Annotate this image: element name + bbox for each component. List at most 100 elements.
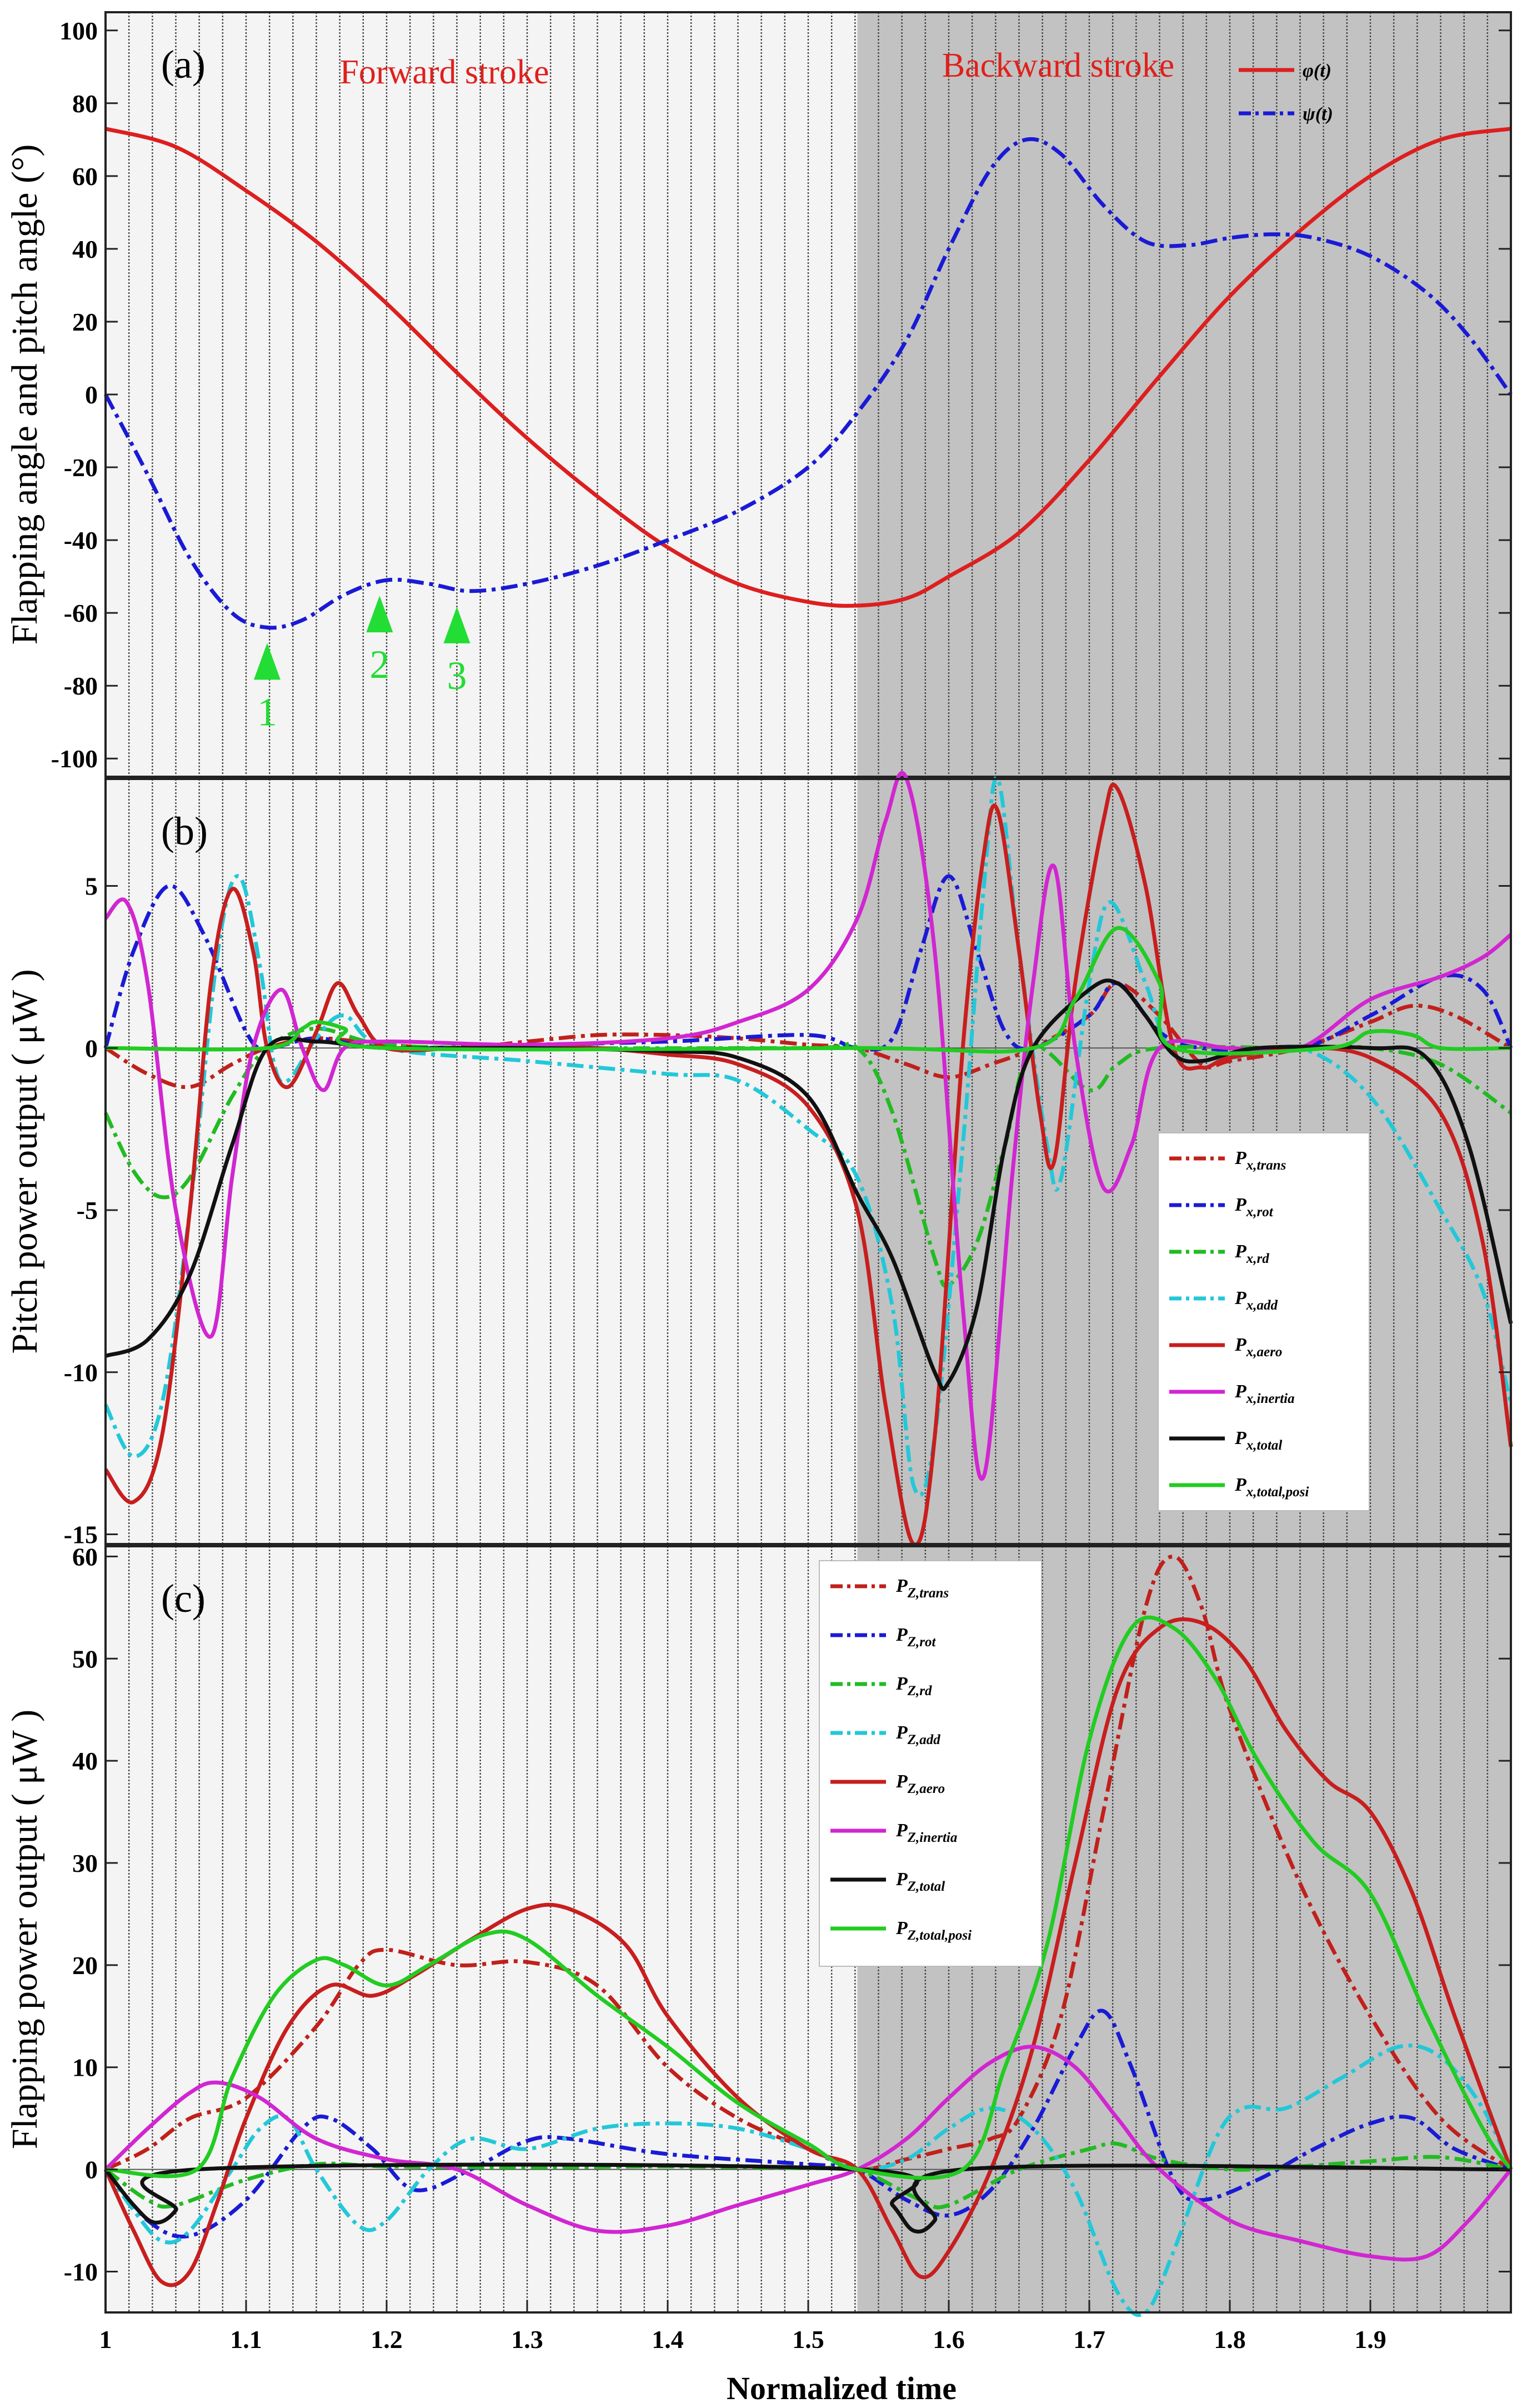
legend-main: P <box>1234 1288 1246 1308</box>
legend-subscript: Z,add <box>907 1732 941 1747</box>
x-tick-label: 1.3 <box>511 2325 543 2354</box>
legend-label: Px,rd <box>1234 1241 1269 1266</box>
legend-label: φ(t) <box>1303 61 1331 81</box>
series-px-total-posi <box>105 926 1511 1056</box>
region-forward <box>106 779 858 1544</box>
legend-label: PZ,total <box>895 1869 945 1894</box>
x-tick-label: 1 <box>99 2325 112 2354</box>
y-tick-label: 5 <box>85 872 98 901</box>
panel-label: (b) <box>161 809 208 853</box>
legend-label: PZ,add <box>895 1722 940 1747</box>
series-group <box>103 1554 1513 2317</box>
x-tick-label: 1.6 <box>933 2325 965 2354</box>
y-axis-title: Flapping power output ( μW ) <box>4 1710 45 2149</box>
panel-a: -100 -80 -60 -40 -20 0 20 40 60 80 100 Flapping ang… <box>4 11 1513 778</box>
series-pz-rd <box>104 2141 1511 2210</box>
series-px-total <box>104 978 1513 1391</box>
legend-subscript: Z,aero <box>907 1781 945 1796</box>
x-tick-label: 1.9 <box>1354 2325 1386 2354</box>
y-tick-label: -10 <box>64 2257 98 2286</box>
legend-subscript: x,total,posi <box>1246 1485 1309 1500</box>
y-tick-label: -20 <box>64 453 98 482</box>
legend-main: P <box>1234 1148 1246 1168</box>
x-tick-label: 1.4 <box>652 2325 684 2354</box>
y-tick-label: -15 <box>64 1520 98 1548</box>
legend-label: PZ,rd <box>895 1673 932 1698</box>
legend-label: PZ,aero <box>895 1771 945 1796</box>
series-pz-aero <box>103 1617 1513 2287</box>
legend-main: P <box>895 1771 908 1792</box>
series-pz-total <box>104 2162 1511 2234</box>
panel-label: (c) <box>161 1576 206 1621</box>
backward-stroke-label: Backward stroke <box>942 47 1174 84</box>
y-tick-label: 30 <box>72 1849 98 1877</box>
legend-label: PZ,inertia <box>895 1820 957 1845</box>
legend-label: Px,trans <box>1234 1148 1286 1173</box>
y-tick-label: 80 <box>72 89 98 118</box>
annotations: 1 2 3 <box>253 596 470 734</box>
y-tick-label: 0 <box>85 1034 98 1062</box>
legend-subscript: Z,rot <box>907 1635 937 1650</box>
y-tick-label: -40 <box>64 526 98 554</box>
series-pz-trans <box>104 1554 1513 2172</box>
y-ticks: -15 -10 -5 0 5 <box>64 872 1511 1548</box>
forward-stroke-label: Forward stroke <box>339 53 549 91</box>
x-tick-label: 1.2 <box>371 2325 403 2354</box>
legend-main: P <box>895 1722 908 1743</box>
legend-subscript: x,add <box>1246 1298 1278 1313</box>
plot-frame <box>104 778 1512 1545</box>
annotation-arrow <box>366 596 393 633</box>
series-pz-total-posi <box>105 1615 1513 2180</box>
legend-label: PZ,total,posi <box>895 1918 972 1943</box>
legend-main: P <box>1234 1428 1246 1448</box>
legend-subscript: x,rd <box>1246 1251 1269 1266</box>
legend-label: Px,inertia <box>1234 1381 1295 1406</box>
x-tick-label: 1.7 <box>1073 2325 1105 2354</box>
series-pz-rot <box>104 2009 1512 2239</box>
y-tick-label: 10 <box>72 2054 98 2082</box>
legend-box <box>1158 1132 1370 1511</box>
legend-main: P <box>1234 1475 1246 1495</box>
gridlines <box>128 12 1489 777</box>
x-ticks: 1 1.1 1.2 1.3 1.4 1.5 1.6 1.7 1.8 1.9 <box>99 2300 1386 2354</box>
y-tick-label: 0 <box>85 381 98 409</box>
y-tick-label: 100 <box>59 17 98 45</box>
legend-label: Px,rot <box>1234 1195 1274 1220</box>
y-tick-label: 0 <box>85 2156 98 2184</box>
legend-main: P <box>1234 1195 1246 1215</box>
series--t- <box>105 127 1511 608</box>
y-axis-title: Flapping angle and pitch angle (°) <box>4 144 45 645</box>
legend-subscript: Z,trans <box>907 1586 949 1601</box>
annotation-arrow <box>443 606 470 643</box>
legend-label: Px,total <box>1234 1428 1282 1453</box>
legend-subscript: x,rot <box>1246 1205 1274 1220</box>
y-tick-label: 20 <box>72 308 98 336</box>
legend-subscript: Z,total,posi <box>907 1928 972 1943</box>
y-tick-label: -80 <box>64 672 98 700</box>
x-tick-label: 1.5 <box>792 2325 824 2354</box>
y-axis-title: Pitch power output ( μW ) <box>4 969 45 1353</box>
legend-label: Px,aero <box>1234 1335 1282 1360</box>
legend-subscript: Z,total <box>907 1879 945 1894</box>
annotation-label: 1 <box>257 690 277 734</box>
legend-main: P <box>895 1820 908 1841</box>
legend-main: P <box>895 1869 908 1890</box>
x-tick-label: 1.1 <box>230 2325 262 2354</box>
y-tick-label: -5 <box>77 1196 98 1225</box>
legend-main: P <box>1234 1335 1246 1355</box>
legend: Px,transPx,rotPx,rdPx,addPx,aeroPx,inert… <box>1158 1132 1370 1511</box>
x-axis-title: Normalized time <box>727 2370 957 2406</box>
panel-label: (a) <box>161 42 206 87</box>
legend-label: PZ,trans <box>895 1576 949 1601</box>
legend-subscript: x,inertia <box>1246 1391 1295 1406</box>
legend-label: ψ(t) <box>1303 104 1333 124</box>
panel-b: -15 -10 -5 0 5 Pitch power output ( μW ) (b) Px… <box>4 771 1513 1548</box>
legend-main: P <box>895 1918 908 1939</box>
legend-subscript: x,trans <box>1246 1158 1286 1173</box>
region-backward <box>857 12 1511 777</box>
y-tick-label: -60 <box>64 599 98 627</box>
y-ticks: -100 -80 -60 -40 -20 0 20 40 60 80 100 <box>51 17 1511 773</box>
legend-main: P <box>1234 1241 1246 1262</box>
y-ticks: -10 0 10 20 30 40 50 60 <box>64 1542 1511 2286</box>
